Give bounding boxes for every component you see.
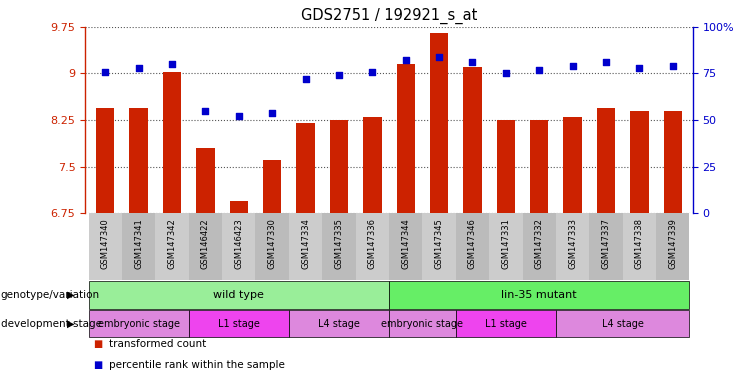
Text: GSM147338: GSM147338 xyxy=(635,218,644,270)
Text: embryonic stage: embryonic stage xyxy=(382,318,463,329)
Point xyxy=(600,59,612,65)
Bar xyxy=(422,213,456,280)
Bar xyxy=(389,310,456,337)
Bar xyxy=(556,213,589,280)
Bar xyxy=(289,310,389,337)
Text: percentile rank within the sample: percentile rank within the sample xyxy=(109,360,285,370)
Bar xyxy=(456,310,556,337)
Point xyxy=(567,63,579,69)
Point xyxy=(199,108,211,114)
Bar xyxy=(189,213,222,280)
Bar xyxy=(489,213,522,280)
Point xyxy=(667,63,679,69)
Bar xyxy=(664,111,682,213)
Bar xyxy=(496,120,515,213)
Text: development stage: development stage xyxy=(1,318,102,329)
Bar xyxy=(556,310,689,337)
Text: genotype/variation: genotype/variation xyxy=(1,290,100,300)
Bar xyxy=(530,120,548,213)
Text: transformed count: transformed count xyxy=(109,339,206,349)
Text: GSM146423: GSM146423 xyxy=(234,218,243,269)
Text: GSM147342: GSM147342 xyxy=(167,218,176,269)
Bar xyxy=(89,213,122,280)
Point xyxy=(233,113,245,119)
Bar xyxy=(622,213,656,280)
Text: ■: ■ xyxy=(93,339,102,349)
Point xyxy=(299,76,311,82)
Point xyxy=(433,54,445,60)
Bar xyxy=(430,33,448,213)
Bar xyxy=(463,67,482,213)
Bar xyxy=(656,213,689,280)
Bar xyxy=(289,213,322,280)
Point xyxy=(366,68,378,74)
Bar xyxy=(589,213,622,280)
Bar xyxy=(322,213,356,280)
Point xyxy=(534,67,545,73)
Point xyxy=(266,109,278,116)
Point xyxy=(500,70,512,76)
Text: GSM147332: GSM147332 xyxy=(535,218,544,269)
Text: GSM147339: GSM147339 xyxy=(668,218,677,269)
Text: GSM147346: GSM147346 xyxy=(468,218,477,269)
Bar xyxy=(363,117,382,213)
Bar xyxy=(163,72,182,213)
Bar xyxy=(256,213,289,280)
Point xyxy=(99,68,111,74)
Point xyxy=(333,72,345,78)
Text: L4 stage: L4 stage xyxy=(602,318,644,329)
Bar xyxy=(522,213,556,280)
Bar xyxy=(96,108,114,213)
Text: L4 stage: L4 stage xyxy=(318,318,360,329)
Text: wild type: wild type xyxy=(213,290,265,300)
Bar xyxy=(89,281,389,309)
Bar xyxy=(122,213,156,280)
Text: GSM146422: GSM146422 xyxy=(201,218,210,269)
Point xyxy=(634,65,645,71)
Text: GSM147340: GSM147340 xyxy=(101,218,110,269)
Text: embryonic stage: embryonic stage xyxy=(98,318,179,329)
Point xyxy=(133,65,144,71)
Text: GSM147331: GSM147331 xyxy=(502,218,511,269)
Bar xyxy=(389,281,689,309)
Point xyxy=(467,59,479,65)
Bar xyxy=(330,120,348,213)
Bar xyxy=(89,310,189,337)
Bar xyxy=(631,111,648,213)
Title: GDS2751 / 192921_s_at: GDS2751 / 192921_s_at xyxy=(301,8,477,24)
Text: ■: ■ xyxy=(93,360,102,370)
Bar xyxy=(456,213,489,280)
Text: GSM147334: GSM147334 xyxy=(301,218,310,269)
Bar xyxy=(563,117,582,213)
Text: L1 stage: L1 stage xyxy=(485,318,527,329)
Bar xyxy=(230,201,248,213)
Text: GSM147336: GSM147336 xyxy=(368,218,377,270)
Bar xyxy=(222,213,256,280)
Text: GSM147344: GSM147344 xyxy=(401,218,411,269)
Bar xyxy=(189,310,289,337)
Bar xyxy=(356,213,389,280)
Bar xyxy=(263,161,282,213)
Text: lin-35 mutant: lin-35 mutant xyxy=(502,290,577,300)
Text: L1 stage: L1 stage xyxy=(218,318,260,329)
Text: ▶: ▶ xyxy=(67,318,75,329)
Text: GSM147337: GSM147337 xyxy=(602,218,611,270)
Bar xyxy=(296,123,315,213)
Text: GSM147341: GSM147341 xyxy=(134,218,143,269)
Text: GSM147330: GSM147330 xyxy=(268,218,276,269)
Bar xyxy=(396,64,415,213)
Point xyxy=(400,57,412,63)
Text: GSM147335: GSM147335 xyxy=(334,218,343,269)
Text: GSM147333: GSM147333 xyxy=(568,218,577,270)
Point xyxy=(166,61,178,67)
Text: ▶: ▶ xyxy=(67,290,75,300)
Bar xyxy=(389,213,422,280)
Bar xyxy=(196,148,215,213)
Bar xyxy=(130,108,147,213)
Bar xyxy=(597,108,615,213)
Text: GSM147345: GSM147345 xyxy=(435,218,444,269)
Bar xyxy=(156,213,189,280)
